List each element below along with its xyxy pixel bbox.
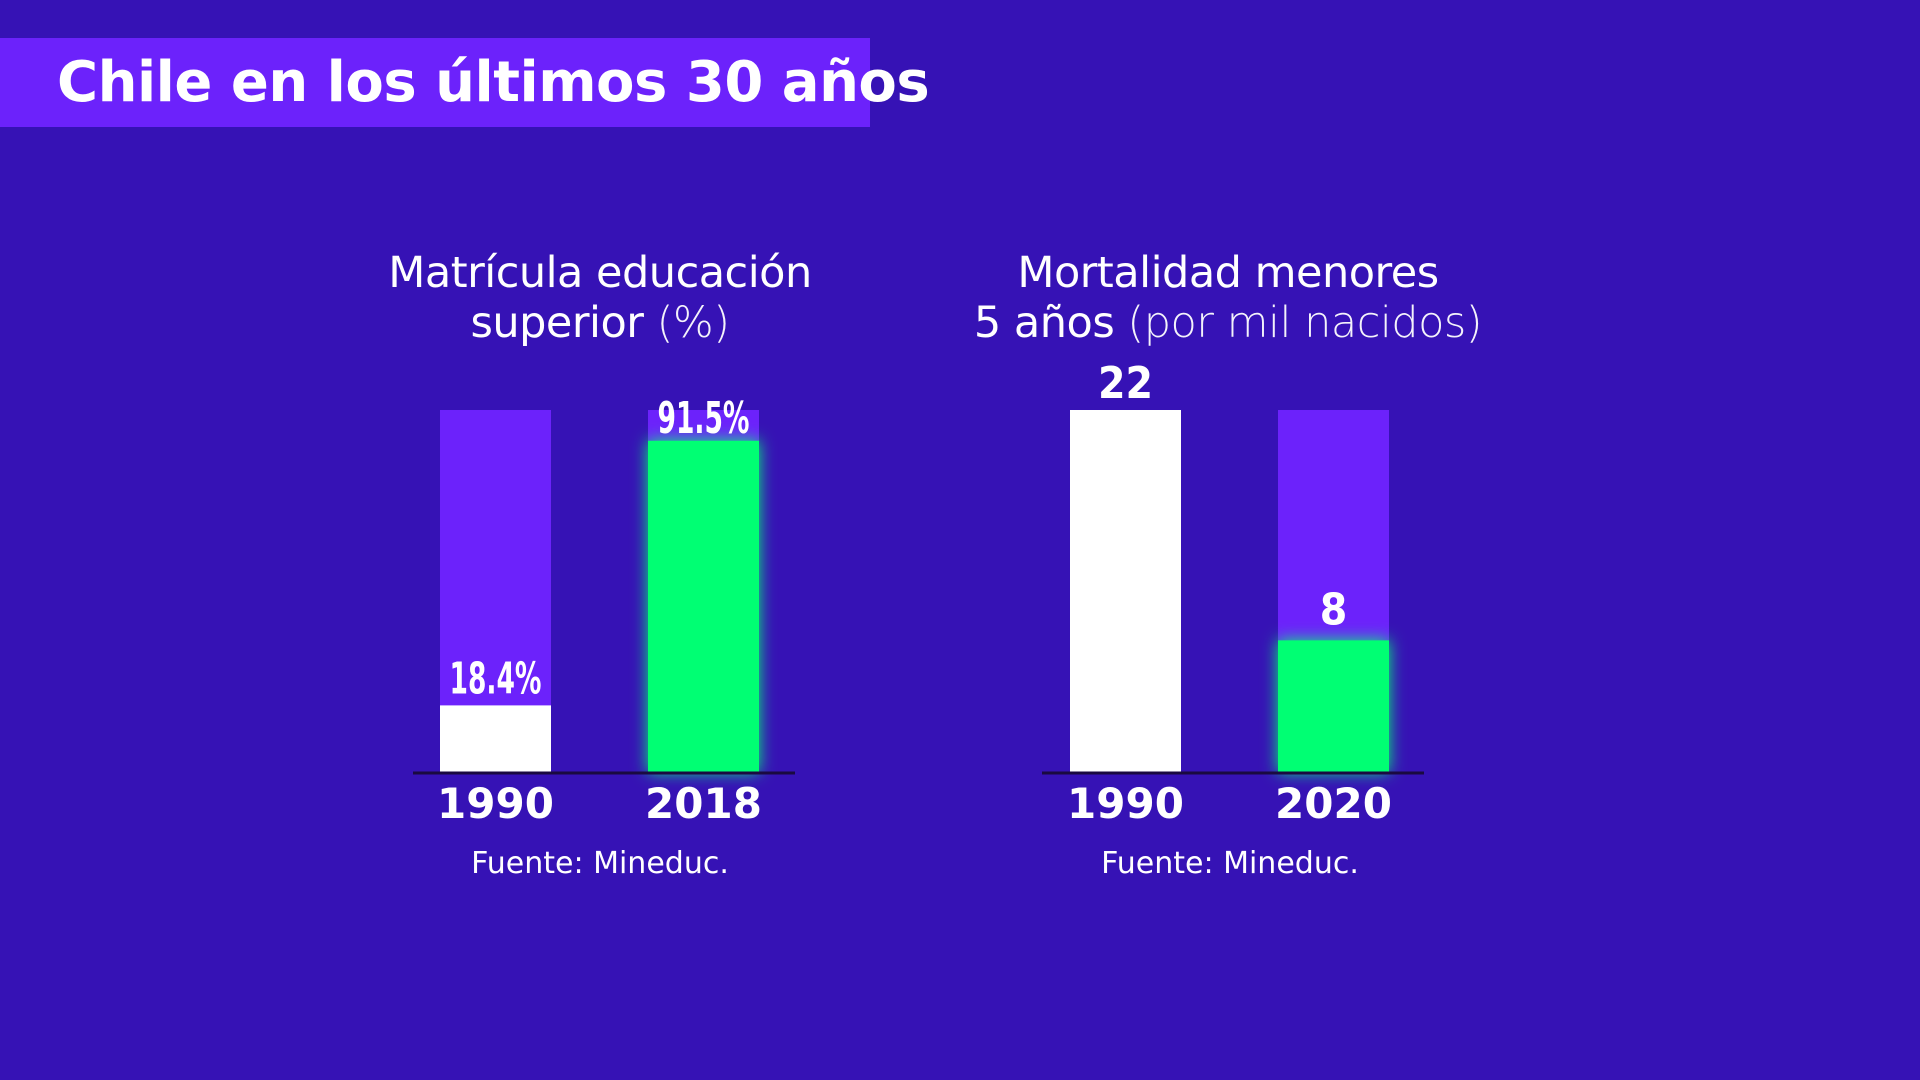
chart-title-education-line1: Matrícula educación (388, 248, 812, 298)
chart-education: 18.4% 1990 91.5% 2018 (413, 393, 795, 828)
category-label-2020: 2020 (1275, 779, 1392, 828)
value-label-1990: 22 (1098, 358, 1153, 409)
chart-title-mortality-line1: Mortalidad menores (1017, 248, 1439, 298)
chart-title-mortality-subject: 5 años (973, 298, 1115, 348)
value-label-2020: 8 (1320, 584, 1348, 635)
bar-1990 (440, 705, 551, 772)
chart-title-mortality-line2: 5 años (por mil nacidos) (968, 298, 1488, 348)
value-label-1990: 18.4% (450, 653, 542, 704)
category-label-1990: 1990 (1067, 779, 1184, 828)
chart-source-education: Fuente: Mineduc. (471, 846, 729, 881)
page-title: Chile en los últimos 30 años (57, 50, 930, 115)
chart-title-mortality: Mortalidad menores 5 años (por mil nacid… (968, 248, 1488, 348)
chart-source-mortality: Fuente: Mineduc. (1101, 846, 1359, 881)
chart-title-education-subject: superior (470, 298, 644, 348)
value-label-2018: 91.5% (658, 393, 750, 444)
chart-title-education: Matrícula educación superior (%) (360, 248, 840, 348)
category-label-1990: 1990 (437, 779, 554, 828)
bar-2018 (648, 440, 759, 772)
chart-mortality: 22 1990 8 2020 (1042, 358, 1424, 828)
bar-1990 (1070, 410, 1181, 772)
chart-title-education-unit: (%) (656, 298, 730, 348)
title-banner: Chile en los últimos 30 años (0, 38, 930, 127)
bar-2020 (1278, 640, 1389, 772)
chart-title-mortality-unit: (por mil nacidos) (1127, 298, 1483, 348)
category-label-2018: 2018 (645, 779, 762, 828)
chart-title-education-line2: superior (%) (360, 298, 840, 348)
